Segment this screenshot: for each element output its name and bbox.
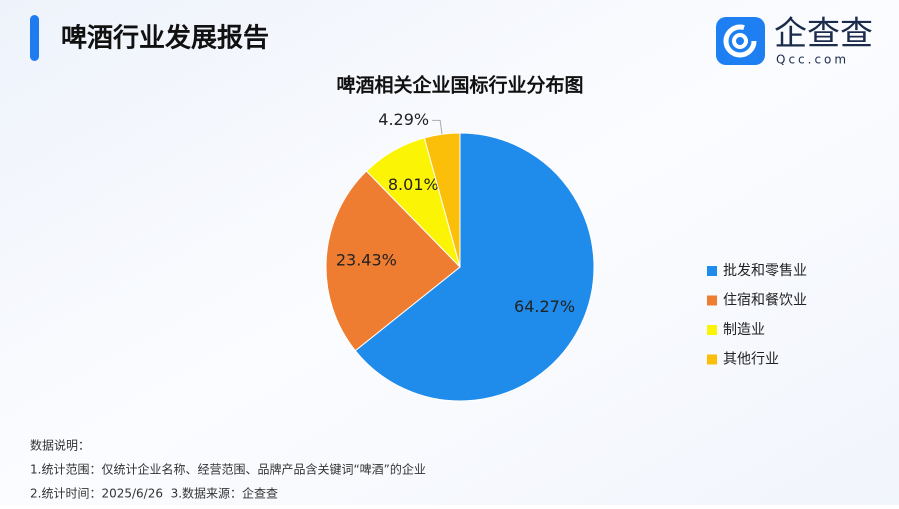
logo-url: Qcc.com (776, 53, 849, 67)
chart-title: 啤酒相关企业国标行业分布图 (336, 74, 583, 97)
pie-slice (423, 132, 461, 268)
leader-line (432, 119, 443, 135)
header-title: 啤酒行业发展报告 (61, 23, 269, 54)
note-line: 1.统计范围：仅统计企业名称、经营范围、品牌产品含关键词“啤酒”的企业 (30, 462, 426, 477)
logo-icon (716, 17, 765, 65)
logo: 企查查 Qcc.com (716, 14, 873, 67)
data-label: 8.01% (388, 175, 439, 194)
logo-name: 企查查 (774, 14, 873, 53)
note-line: 2.统计时间：2025/6/26 3.数据来源：企查查 (30, 486, 278, 501)
title-bar (30, 15, 39, 61)
pie-slice (325, 170, 461, 352)
notes-title: 数据说明： (30, 438, 90, 453)
legend-marker (707, 354, 717, 365)
logo-inner (732, 33, 748, 49)
legend-label: 其他行业 (723, 352, 779, 368)
legend-marker (707, 295, 717, 306)
legend-label: 批发和零售业 (723, 263, 807, 279)
data-label: 4.29% (378, 110, 429, 129)
legend-label: 制造业 (723, 322, 765, 338)
pie: 64.27% 23.43% 8.01% 4.29% (325, 110, 595, 402)
legend-marker (707, 325, 717, 335)
legend-marker (707, 266, 717, 276)
logo-ring (723, 24, 757, 58)
data-label: 64.27% (514, 297, 575, 316)
data-label: 23.43% (336, 251, 397, 270)
legend-label: 住宿和餐饮业 (723, 292, 807, 309)
pie-slice (354, 132, 595, 402)
